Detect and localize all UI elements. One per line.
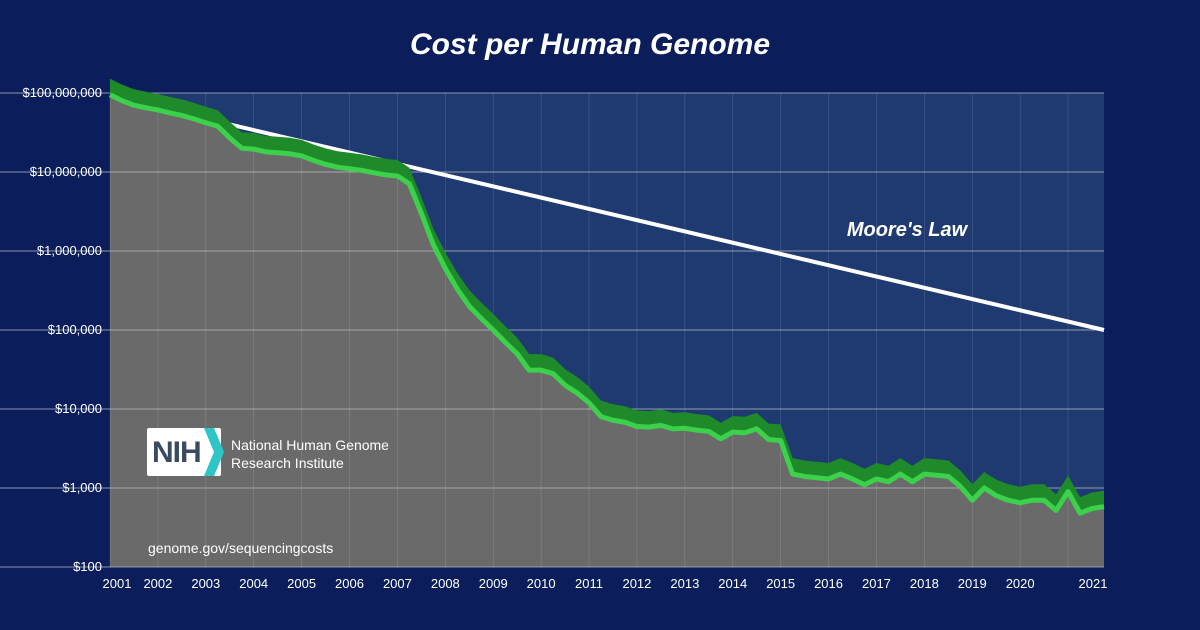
series-labels: Moore's Law	[847, 219, 969, 241]
y-tick-label: $100,000	[48, 322, 102, 337]
x-tick-label: 2010	[527, 576, 556, 591]
y-tick-label: $10,000,000	[30, 164, 102, 179]
moores-law-label: Moore's Law	[847, 219, 969, 241]
x-tick-label: 2016	[814, 576, 843, 591]
x-tick-label: 2006	[335, 576, 364, 591]
x-tick-label: 2015	[766, 576, 795, 591]
chart-title: Cost per Human Genome	[409, 28, 771, 61]
x-tick-label: 2002	[143, 576, 172, 591]
x-tick-label: 2013	[670, 576, 699, 591]
x-tick-label: 2003	[191, 576, 220, 591]
x-tick-label: 2018	[910, 576, 939, 591]
x-tick-label: 2007	[383, 576, 412, 591]
y-axis: $100 $1,000 $10,000 $100,000 $1,000,000 $10,0…	[22, 85, 102, 574]
x-tick-label: 2012	[622, 576, 651, 591]
x-tick-label: 2017	[862, 576, 891, 591]
x-tick-label: 2019	[958, 576, 987, 591]
nih-chevron-icon	[204, 428, 224, 476]
cost-area	[110, 94, 1104, 568]
x-tick-label: 2021	[1079, 576, 1108, 591]
y-tick-label: $1,000,000	[37, 243, 102, 258]
nih-logo-text: NIH	[152, 436, 202, 469]
y-tick-label: $100,000,000	[22, 85, 102, 100]
x-tick-label: 2004	[239, 576, 268, 591]
curves	[108, 78, 1105, 516]
x-tick-label: 2009	[479, 576, 508, 591]
y-tick-label: $1,000	[62, 480, 102, 495]
x-tick-label: 2008	[431, 576, 460, 591]
y-tick-label: $100	[73, 559, 102, 574]
x-tick-label: 2014	[718, 576, 747, 591]
org-name: National Human Genome Research Institute	[231, 437, 389, 471]
x-tick-label: 2011	[575, 576, 603, 591]
source-url: genome.gov/sequencingcosts	[148, 540, 334, 556]
cost-line	[108, 92, 1105, 516]
x-axis: 2001 2002 2003 2004 2005 2006 2007 2008 2009 2010…	[103, 576, 1108, 591]
y-tick-label: $10,000	[55, 401, 102, 416]
x-tick-label: 2001	[103, 576, 132, 591]
x-tick-label: 2020	[1006, 576, 1035, 591]
x-tick-label: 2005	[287, 576, 316, 591]
grid-lines	[0, 92, 1104, 568]
